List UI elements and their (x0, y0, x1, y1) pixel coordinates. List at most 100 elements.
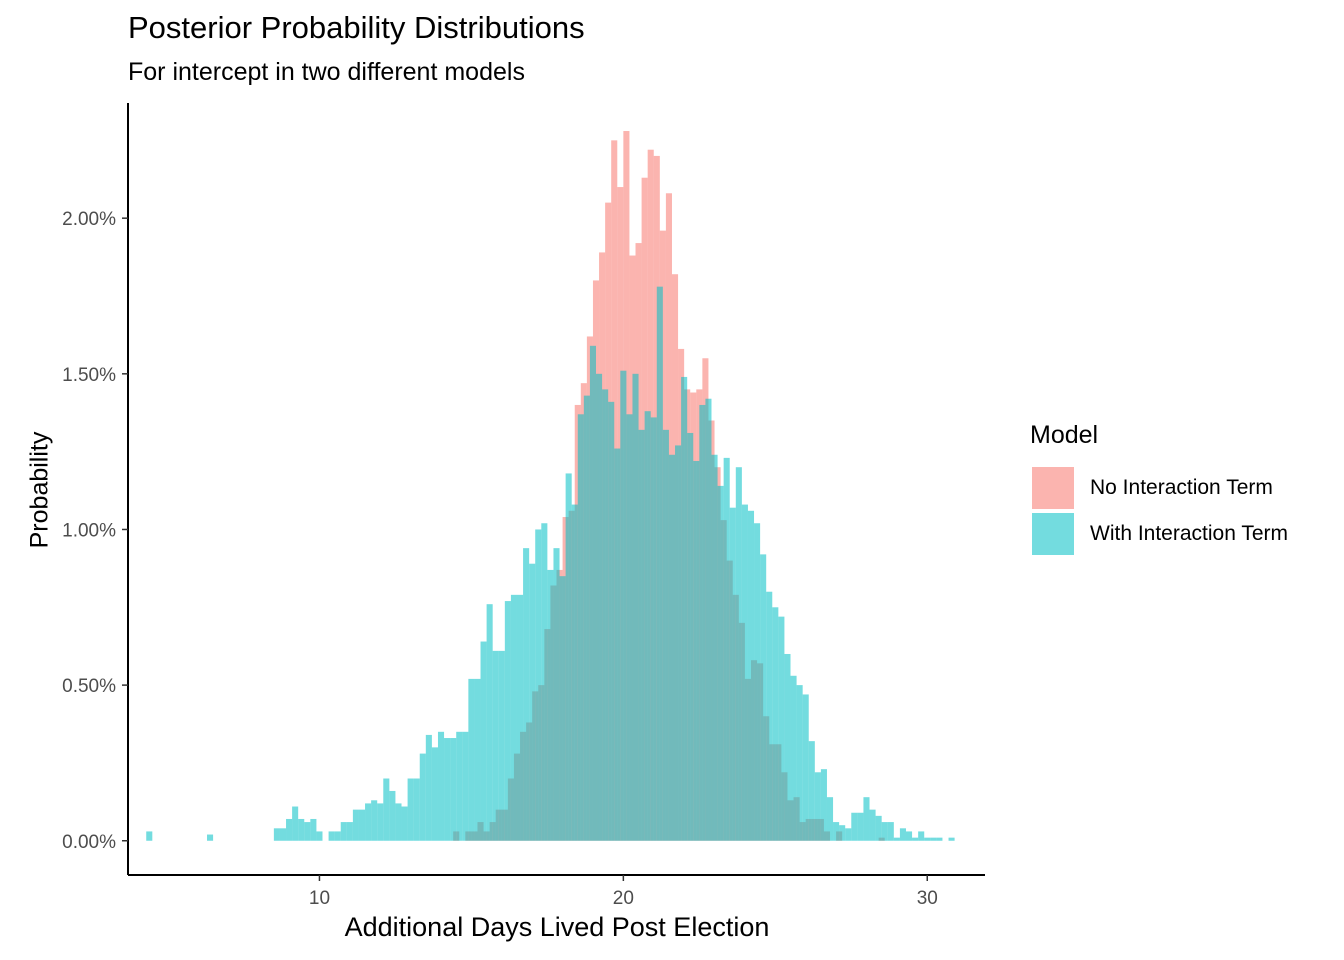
histogram-bar (948, 837, 955, 841)
histogram-bar (516, 594, 524, 841)
histogram-bar (340, 822, 347, 841)
histogram-bar (614, 448, 621, 841)
histogram-bar (523, 548, 530, 841)
legend-title: Model (1030, 421, 1099, 449)
histogram-bar (310, 818, 317, 841)
histogram-bar (808, 741, 815, 841)
histogram-bar (559, 576, 566, 841)
histogram-bar (632, 373, 639, 841)
histogram-bar (207, 834, 214, 841)
histogram-bar (535, 529, 542, 841)
y-tick-label: 0.00% (62, 832, 116, 853)
histogram-bar (450, 738, 457, 841)
histogram-bar (881, 822, 888, 841)
histogram-bar (383, 778, 390, 841)
histogram-bar (863, 797, 870, 841)
histogram-bar (936, 837, 943, 841)
histogram-bar (924, 837, 931, 841)
histogram-bar (377, 803, 384, 841)
histogram-bar (273, 828, 280, 841)
legend-key-with-interaction (1032, 513, 1074, 555)
histogram-bar (486, 604, 493, 841)
histogram-bar (644, 411, 651, 841)
histogram-bar (389, 790, 396, 841)
histogram-bar (754, 523, 761, 841)
histogram-bar (553, 548, 560, 841)
histogram-bar (407, 778, 414, 841)
y-tick-label: 1.50% (62, 365, 116, 386)
histogram-bar (529, 563, 536, 841)
histogram-bar (468, 678, 475, 841)
histogram-bar (693, 460, 700, 841)
histogram-bar (772, 607, 779, 841)
histogram-bar (802, 694, 809, 841)
histogram-bar (365, 803, 372, 841)
histogram-bar (826, 797, 834, 841)
histogram-bar (279, 828, 287, 841)
histogram-bar (565, 473, 572, 841)
legend-item-no-interaction: No Interaction Term (1032, 467, 1273, 509)
histogram-bar (437, 731, 445, 841)
histogram-bar (717, 485, 724, 841)
histogram-bar (893, 837, 900, 841)
histogram-bar (820, 769, 827, 841)
histogram-bar (814, 772, 821, 841)
x-tick-label: 10 (309, 888, 330, 909)
x-axis-label: Additional Days Lived Post Election (344, 912, 770, 942)
histogram-bar (905, 831, 913, 841)
histogram-bar (328, 831, 335, 841)
histogram-bar (608, 401, 615, 841)
histogram-bar (304, 822, 311, 841)
histogram-bar (747, 510, 755, 841)
histogram-bar (796, 685, 803, 841)
series-1-bars (146, 286, 955, 841)
histogram-bar (626, 414, 633, 841)
histogram-bar (760, 554, 767, 841)
histogram-bar (547, 569, 554, 841)
histogram-bar (681, 376, 688, 841)
histogram-bar (857, 812, 864, 841)
x-tick-label: 30 (917, 888, 938, 909)
histogram-bar (699, 404, 706, 841)
histogram-bar (602, 389, 609, 841)
histogram-bar (784, 653, 791, 841)
histogram-bar (352, 809, 359, 841)
histogram-bar (833, 822, 840, 841)
y-tick-label: 1.00% (62, 520, 116, 541)
histogram-bar (462, 731, 469, 841)
histogram-bar (498, 650, 505, 841)
histogram-bar (419, 753, 426, 841)
histogram-bar (687, 432, 694, 841)
histogram-bar (571, 504, 578, 841)
y-tick-label: 2.00% (62, 209, 116, 230)
histogram-bar (887, 822, 894, 841)
histogram-bar (778, 616, 785, 841)
histogram-bar (851, 812, 858, 841)
histogram-bar (401, 806, 408, 841)
histogram-bar (723, 457, 730, 841)
histogram-bar (583, 395, 590, 841)
legend-label-no-interaction: No Interaction Term (1090, 476, 1273, 499)
legend-label-with-interaction: With Interaction Term (1090, 522, 1289, 545)
x-tick-label: 20 (613, 888, 634, 909)
histogram-bar (650, 417, 657, 841)
histogram-bar (510, 594, 517, 841)
histogram-bar (371, 800, 378, 841)
histogram-bar (346, 822, 353, 841)
histogram-bar (492, 650, 499, 841)
histogram-bar (589, 345, 597, 841)
bars-layer (146, 131, 955, 841)
histogram-bar (741, 504, 748, 841)
axes-layer: 0.00% 0.50% 1.00% 1.50% 2.00% 10 20 30 (62, 103, 985, 909)
histogram-bar (456, 731, 463, 841)
histogram-bar (541, 523, 548, 841)
legend-item-with-interaction: With Interaction Term (1032, 513, 1288, 555)
legend-key-no-interaction (1032, 467, 1074, 509)
histogram-bar (668, 454, 676, 841)
histogram-bar (729, 507, 736, 841)
histogram-bar (577, 414, 584, 841)
histogram-bar (431, 747, 438, 841)
histogram-bar (869, 809, 876, 841)
histogram-bar (425, 734, 432, 841)
